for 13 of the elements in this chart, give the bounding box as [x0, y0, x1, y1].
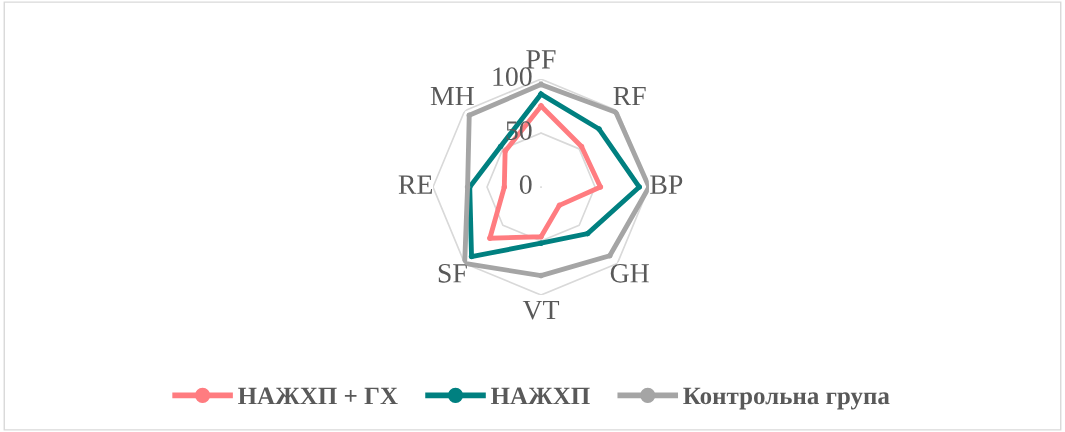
- y-tick-label: 100: [493, 67, 532, 87]
- spoke-label: SF: [438, 263, 467, 283]
- spoke-label: BP: [650, 175, 683, 194]
- spoke-label: RE: [398, 175, 433, 194]
- y-tick-label: 0: [519, 175, 532, 195]
- spoke-label: VT: [522, 300, 560, 320]
- legend-label: НАЖХП + ГХ: [238, 387, 398, 405]
- spoke-label: PF: [526, 50, 556, 69]
- legend-label: НАЖХП: [490, 387, 590, 405]
- spoke-label: GH: [610, 263, 649, 283]
- spoke-label: RF: [613, 86, 646, 106]
- legend-label: Контрольна група: [683, 387, 890, 410]
- spoke-label: MH: [430, 86, 474, 106]
